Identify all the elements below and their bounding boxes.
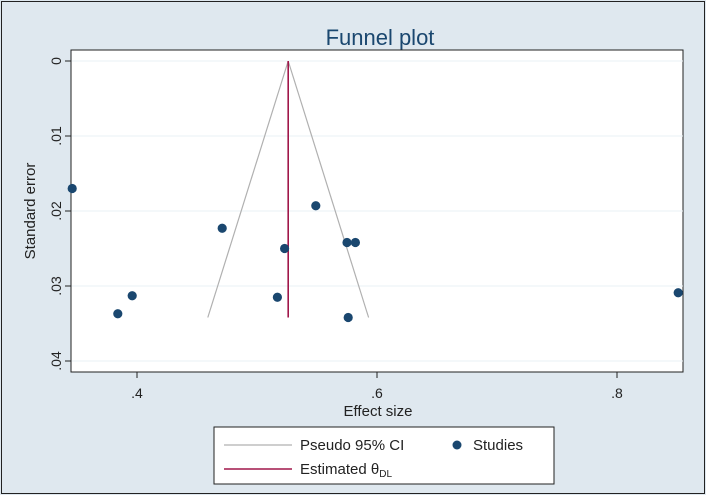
x-tick-label: .4 bbox=[131, 385, 143, 401]
y-axis-label: Standard error bbox=[22, 163, 39, 260]
legend-studies-label: Studies bbox=[473, 437, 523, 454]
axes bbox=[65, 50, 683, 378]
x-axis-label: Effect size bbox=[344, 403, 413, 420]
chart-title: Funnel plot bbox=[326, 25, 435, 50]
pseudo-ci-line bbox=[207, 60, 289, 318]
study-point bbox=[272, 292, 282, 302]
study-point bbox=[113, 309, 123, 319]
legend-ci-label: Pseudo 95% CI bbox=[300, 437, 404, 454]
y-tick-label: .03 bbox=[48, 276, 64, 296]
x-tick-label: .6 bbox=[371, 385, 383, 401]
study-point bbox=[311, 201, 321, 211]
legend-box bbox=[213, 426, 555, 485]
x-tick-label: .8 bbox=[611, 385, 623, 401]
grid-lines bbox=[71, 60, 683, 362]
legend: Pseudo 95% CI Studies Estimated θDL bbox=[213, 426, 555, 485]
study-point bbox=[342, 237, 352, 248]
y-tick-label: .01 bbox=[48, 126, 64, 146]
pseudo-ci-line bbox=[287, 60, 370, 318]
study-point bbox=[217, 223, 227, 233]
study-points bbox=[67, 183, 683, 323]
tick-labels: 0 .01 .02 .03 .04 .4 .6 .8 bbox=[48, 57, 623, 401]
pseudo-ci-lines bbox=[207, 60, 370, 318]
study-point bbox=[350, 237, 360, 248]
y-tick-label: 0 bbox=[48, 57, 64, 65]
study-point bbox=[280, 243, 290, 254]
study-point bbox=[67, 183, 77, 194]
legend-estimate-label: Estimated θDL bbox=[300, 461, 392, 480]
legend-estimate-main: Estimated θ bbox=[300, 461, 379, 478]
legend-estimate-subscript: DL bbox=[379, 469, 392, 480]
y-tick-label: .02 bbox=[48, 201, 64, 221]
legend-studies-marker bbox=[452, 440, 462, 450]
study-point bbox=[673, 288, 683, 298]
study-point bbox=[343, 312, 353, 323]
study-point bbox=[127, 291, 137, 301]
y-tick-label: .04 bbox=[48, 351, 64, 371]
